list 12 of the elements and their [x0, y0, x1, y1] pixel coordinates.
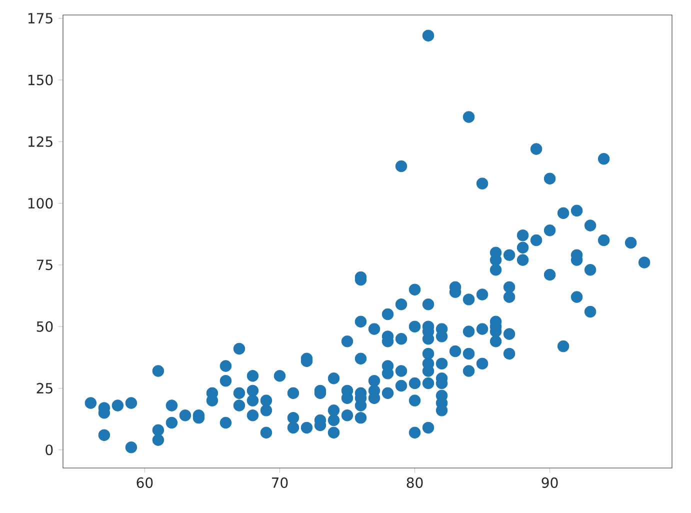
x-tick-label: 60: [136, 477, 153, 488]
y-tick-label: 175: [28, 13, 52, 24]
y-tick-label: 0: [46, 444, 53, 456]
y-tick-label: 75: [36, 260, 52, 270]
y-tick-label: 150: [28, 74, 53, 86]
y-tick-label: 125: [28, 136, 52, 147]
x-tick-label: 90: [542, 477, 558, 488]
y-tick-label: 50: [36, 321, 53, 332]
x-tick-label: 80: [406, 477, 423, 488]
y-tick-label: 25: [36, 382, 52, 394]
y-tick-label: 100: [28, 198, 53, 209]
x-tick-label: 70: [272, 477, 288, 488]
